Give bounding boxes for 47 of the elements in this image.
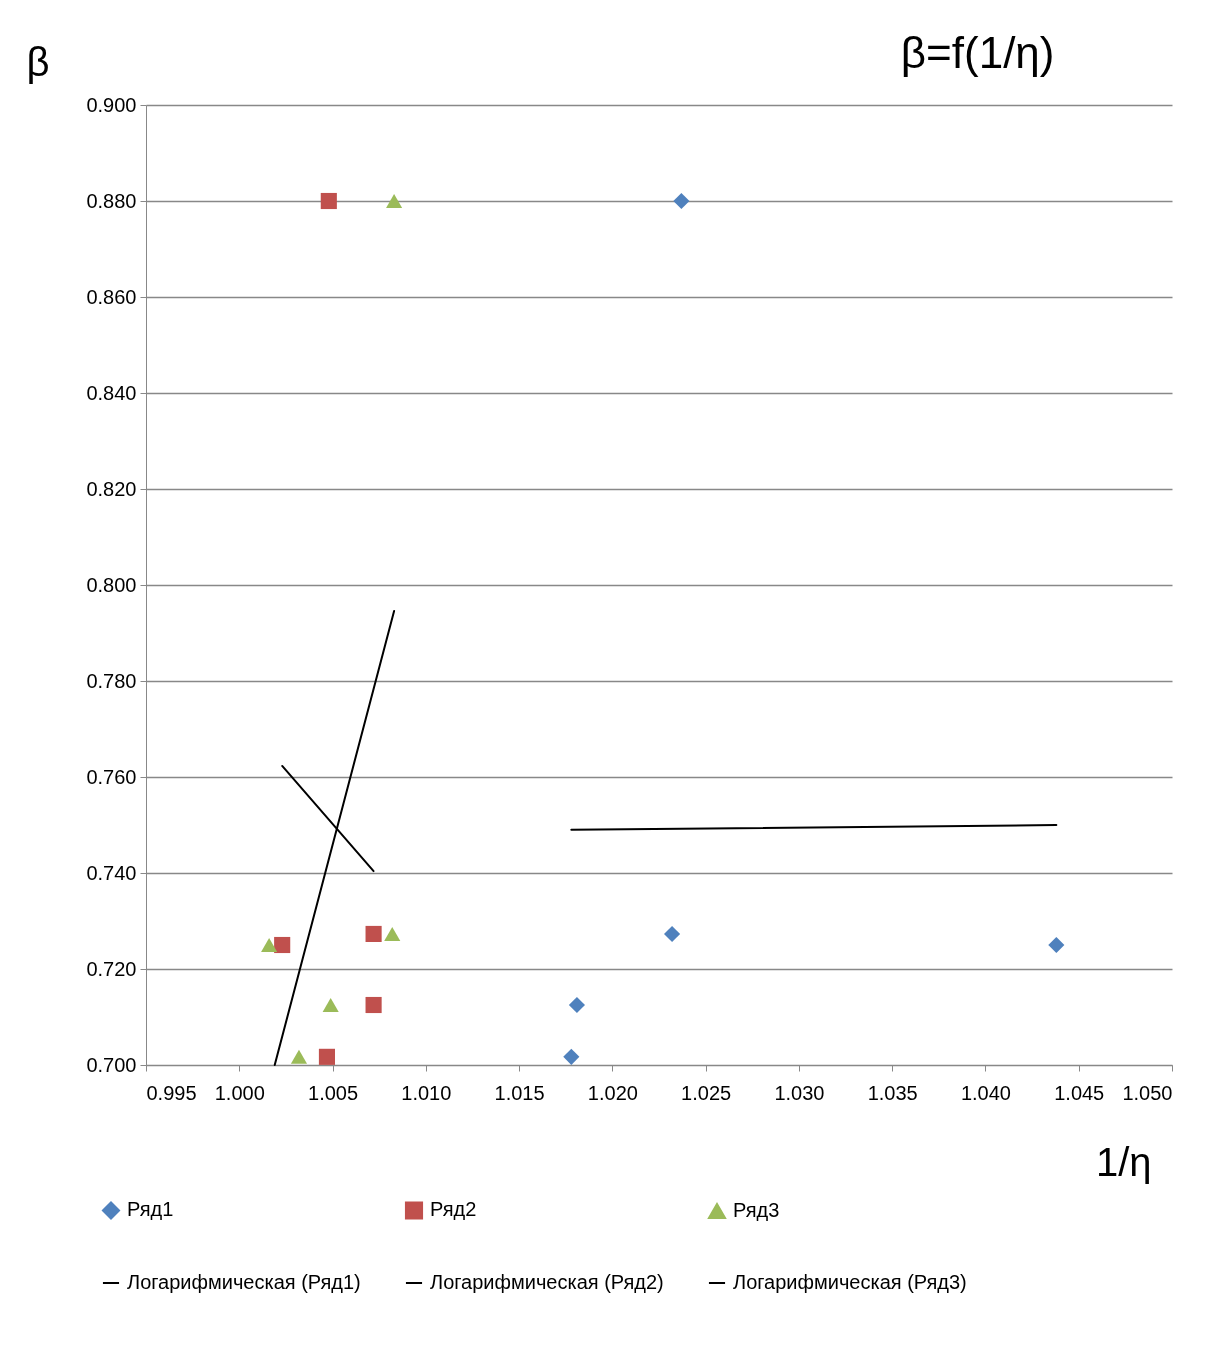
legend-label: Логарифмическая (Ряд2) [430,1271,664,1293]
point [386,194,403,208]
x-tick-label: 0.995 [146,1081,197,1104]
x-tick-label: 1.045 [1054,1081,1105,1104]
point [365,996,382,1014]
y-tick-label: 0.700 [86,1053,137,1076]
x-tick-label: 1.010 [401,1081,452,1104]
point [568,996,585,1014]
point [664,925,681,943]
point [320,192,337,210]
point [563,1048,580,1065]
y-tick-label: 0.720 [86,957,137,980]
y-tick-label: 0.820 [86,477,137,500]
legend-label: Логарифмическая (Ряд1) [127,1271,361,1293]
legend-label: Логарифмическая (Ряд3) [733,1271,967,1293]
y-tick-label: 0.780 [86,669,137,692]
y-axis-title: β [26,39,50,84]
y-tick-label: 0.840 [86,381,137,404]
x-tick-label: 1.030 [774,1081,825,1104]
point [1048,936,1065,954]
x-axis-title: 1/η [1095,1139,1152,1184]
y-tick-label: 0.760 [86,765,137,788]
y-tick-label: 0.860 [86,285,137,308]
point [261,938,278,952]
point [384,926,401,941]
point [365,925,382,943]
point [274,936,291,954]
point [318,1048,336,1065]
x-tick-label: 1.020 [587,1081,638,1104]
y-tick-label: 0.740 [86,861,137,884]
y-tick-label: 0.880 [86,189,137,212]
x-tick-label: 1.035 [867,1081,918,1104]
point [322,998,339,1012]
x-tick-label: 1.025 [681,1081,732,1104]
point [673,192,690,210]
x-tick-label: 1.015 [494,1081,545,1104]
x-tick-label: 1.005 [308,1081,359,1104]
legend-label: Ряд2 [430,1198,477,1221]
x-tick-label: 1.040 [960,1081,1011,1104]
point [290,1049,308,1064]
chart-title: β=f(1/η) [900,28,1055,77]
x-tick-label: 1.000 [214,1081,265,1104]
legend-label: Ряд3 [733,1199,780,1222]
y-tick-label: 0.900 [86,93,137,116]
x-tick-label: 1.050 [1122,1081,1173,1104]
y-tick-label: 0.800 [86,573,137,596]
legend-label: Ряд1 [127,1198,174,1221]
